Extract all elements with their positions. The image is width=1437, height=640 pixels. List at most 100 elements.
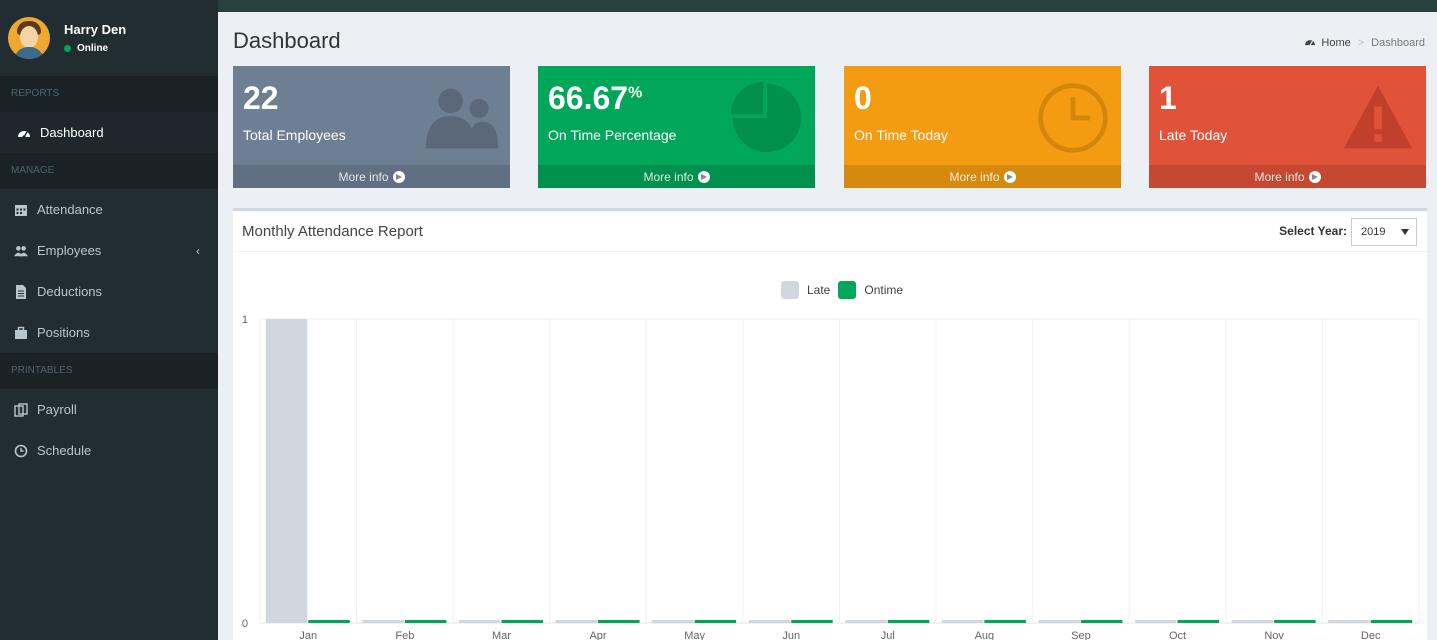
bar-late [748, 620, 791, 623]
warning-icon [1343, 85, 1413, 149]
y-tick-label: 0 [242, 618, 248, 630]
x-tick-label: May [684, 630, 705, 640]
caret-down-icon [1401, 229, 1409, 235]
sidebar-item-deductions[interactable]: Deductions [0, 271, 218, 312]
online-dot-icon [64, 45, 71, 52]
user-status: Online [64, 43, 126, 54]
bar-ontime [1177, 620, 1220, 623]
avatar [8, 17, 50, 59]
box-label: Total Employees [243, 127, 346, 143]
bar-ontime [791, 620, 833, 623]
sidebar-item-employees[interactable]: Employees ‹ [0, 230, 218, 271]
pie-chart-icon [730, 81, 802, 153]
x-tick-label: Aug [975, 630, 995, 640]
x-tick-label: Feb [395, 630, 414, 640]
section-printables: PRINTABLES [0, 353, 218, 389]
briefcase-icon [14, 326, 28, 340]
bar-late [458, 620, 501, 623]
box-value: 66.67% [548, 80, 643, 116]
x-tick-label: Oct [1169, 630, 1186, 640]
chevron-left-icon: ‹ [196, 243, 200, 258]
more-info-link[interactable]: More info [538, 165, 815, 188]
bar-ontime [1274, 620, 1316, 623]
bar-ontime [694, 620, 737, 623]
clock-icon [1038, 83, 1108, 153]
page-title: Dashboard [233, 28, 341, 53]
select-year-label: Select Year: [1279, 224, 1347, 238]
x-tick-label: Mar [492, 630, 511, 640]
legend-item-late[interactable]: Late [781, 281, 830, 299]
box-label: On Time Percentage [548, 127, 677, 143]
panel-title: Monthly Attendance Report [242, 223, 423, 240]
dashboard-icon [1304, 36, 1316, 49]
on-time-percentage-box: 66.67% On Time Percentage More info [538, 66, 815, 188]
bar-ontime [501, 620, 543, 623]
x-tick-label: Jan [299, 630, 317, 640]
x-tick-label: Sep [1071, 630, 1091, 640]
section-reports: REPORTS [0, 76, 218, 112]
y-tick-label: 1 [242, 314, 248, 326]
breadcrumb-current: Dashboard [1371, 36, 1425, 49]
files-icon [14, 402, 28, 417]
arrow-circle-right-icon [392, 170, 405, 183]
legend-swatch-ontime [838, 281, 857, 299]
bar-ontime [598, 620, 640, 623]
x-tick-label: Nov [1264, 630, 1284, 640]
box-value: 0 [854, 80, 872, 116]
monthly-attendance-panel: Monthly Attendance Report Select Year: 2… [233, 208, 1427, 640]
sidebar-item-positions[interactable]: Positions [0, 312, 218, 353]
file-icon [14, 284, 28, 299]
bar-late [652, 620, 694, 623]
bar-late [845, 620, 887, 623]
attendance-bar-chart: 0 1 Jan Feb Mar Apr May Jun Jul Aug Sep Oct Nov Dec [242, 314, 1420, 640]
box-label: On Time Today [854, 127, 948, 143]
late-today-box: 1 Late Today More info [1149, 66, 1426, 188]
bar-ontime [1080, 620, 1123, 623]
arrow-circle-right-icon [697, 170, 710, 183]
bar-ontime [984, 620, 1026, 623]
users-icon [14, 244, 28, 258]
x-tick-label: Jun [782, 630, 800, 640]
bar-ontime [887, 620, 930, 623]
bar-ontime [308, 620, 350, 623]
x-tick-label: Apr [589, 630, 606, 640]
more-info-link[interactable]: More info [844, 165, 1121, 188]
section-manage: MANAGE [0, 153, 218, 189]
arrow-circle-right-icon [1308, 170, 1321, 183]
bar-ontime [1370, 620, 1413, 623]
sidebar: Harry Den Online REPORTS Dashboard MANAG… [0, 0, 218, 640]
bar-late [362, 620, 404, 623]
sidebar-item-dashboard[interactable]: Dashboard [0, 112, 218, 153]
x-tick-label: Jul [881, 630, 895, 640]
calendar-icon [14, 203, 28, 217]
bar-late [1328, 620, 1370, 623]
legend-swatch-late [781, 281, 799, 299]
x-tick-label: Dec [1361, 630, 1381, 640]
sidebar-item-schedule[interactable]: Schedule [0, 430, 218, 471]
bar-ontime [404, 620, 447, 623]
more-info-link[interactable]: More info [1149, 165, 1426, 188]
total-employees-box: 22 Total Employees More info [233, 66, 510, 188]
dashboard-icon [17, 126, 31, 140]
year-select[interactable]: 2019 [1351, 218, 1417, 246]
top-navbar [218, 0, 1437, 12]
users-icon [425, 88, 499, 149]
bar-late [1231, 620, 1274, 623]
legend-item-ontime[interactable]: Ontime [838, 281, 903, 299]
box-value: 1 [1159, 80, 1177, 116]
breadcrumb-home-link[interactable]: Home [1321, 36, 1351, 49]
bar-late [555, 620, 598, 623]
bar-late [1135, 620, 1177, 623]
box-label: Late Today [1159, 127, 1228, 143]
sidebar-item-attendance[interactable]: Attendance [0, 189, 218, 230]
bar-late [265, 319, 308, 623]
clock-icon [14, 444, 28, 458]
breadcrumb: Home > Dashboard [1304, 36, 1425, 49]
user-name: Harry Den [64, 22, 127, 37]
sidebar-item-payroll[interactable]: Payroll [0, 389, 218, 430]
arrow-circle-right-icon [1003, 170, 1016, 183]
more-info-link[interactable]: More info [233, 165, 510, 188]
bar-late [941, 620, 984, 623]
bar-late [1038, 620, 1080, 623]
box-value: 22 [243, 80, 279, 116]
